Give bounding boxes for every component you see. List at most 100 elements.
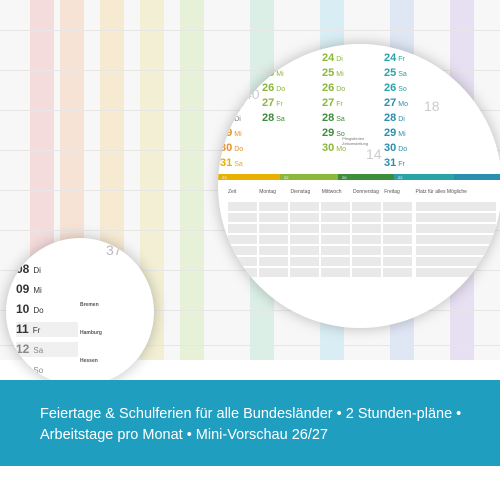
calendar-day: 29 So — [322, 127, 345, 142]
timetable-cell — [259, 202, 288, 211]
timetable-cell — [259, 213, 288, 222]
calendar-day: 27 Mo — [220, 97, 244, 112]
calendar-day: 25 Sa — [220, 67, 243, 82]
row-line — [0, 30, 500, 31]
day-number: 26 — [262, 82, 275, 94]
day-name: Mi — [276, 71, 284, 78]
calendar-day: 29 Mi — [220, 127, 242, 142]
calendar-day: 30 Mo — [322, 142, 346, 157]
day-name: Mi — [33, 286, 42, 295]
timetable-cell — [228, 224, 257, 233]
row-line — [0, 345, 500, 346]
timetable-cell — [321, 235, 350, 244]
day-name: Fr — [234, 56, 241, 63]
timetable-cell — [416, 246, 496, 255]
timetable-cell — [416, 268, 496, 277]
calendar-day: 28 Sa — [322, 112, 345, 127]
day-name: Sa — [33, 346, 44, 355]
day-number: 25 — [262, 67, 275, 79]
timetable-cell — [383, 257, 412, 266]
timetable-cell — [321, 268, 350, 277]
day-number: 09 — [16, 282, 30, 296]
feature-text: Feiertage & Schulferien für alle Bundesl… — [40, 406, 462, 443]
day-name: Do — [234, 146, 244, 153]
calendar-day: 26 Do — [322, 82, 345, 97]
day-number: 24 — [384, 52, 397, 64]
calendar-day: 08 Di — [16, 262, 78, 277]
day-name: Fr — [336, 101, 343, 108]
day-number: 26 — [384, 82, 397, 94]
timetable-col-notes: Platz für alles Mögliche — [415, 189, 467, 195]
timetable-cell — [352, 246, 381, 255]
calendar-day: 26 Do — [262, 82, 285, 97]
day-number: 24 — [322, 52, 335, 64]
timetable-cell — [352, 213, 381, 222]
timetable-cell — [416, 202, 496, 211]
timetable-cell — [228, 268, 257, 277]
calendar-day: 25 Sa — [384, 67, 407, 82]
timetable-cell — [416, 235, 496, 244]
calendar-day: 26 So — [220, 82, 243, 97]
day-number: 28 — [384, 112, 397, 124]
timetable-cell — [383, 235, 412, 244]
day-number: 30 — [322, 142, 335, 154]
timetable-cell — [228, 257, 257, 266]
timetable-cell — [383, 202, 412, 211]
day-number: 31 — [220, 157, 233, 169]
timetable-cell — [416, 224, 496, 233]
day-name: Di — [234, 116, 241, 123]
timetable-col-donnerstag: Donnerstag — [353, 189, 379, 195]
month-bar — [394, 174, 454, 180]
timetable-cell — [259, 235, 288, 244]
calendar-day: 31 Fr — [384, 157, 405, 172]
magnifier-small: 37 Bremen Hamburg Hessen 08 Di 09 Mi 10 Do 11 F… — [6, 238, 154, 386]
day-number: 08 — [16, 262, 30, 276]
feature-banner: Feiertage & Schulferien für alle Bundesl… — [0, 380, 500, 466]
timetable-cell — [352, 202, 381, 211]
day-number: 29 — [322, 127, 335, 139]
day-number: 30 — [220, 142, 233, 154]
timetable-cell — [416, 213, 496, 222]
timetable-cell — [352, 257, 381, 266]
magnifier-large: 40 14 18 Pfingstferien Zeitumstellung 23… — [218, 44, 500, 328]
calendar-day: 30 Do — [220, 142, 243, 157]
day-name: Fr — [32, 326, 41, 335]
timetable-cell — [290, 213, 319, 222]
day-number: 13 — [16, 362, 30, 376]
calendar-day: 27 Fr — [322, 97, 343, 112]
holiday-state: Bremen — [80, 302, 99, 308]
day-name: Sa — [276, 116, 285, 123]
month-bar — [218, 174, 280, 180]
day-number: 24 — [262, 52, 275, 64]
day-name: Do — [336, 86, 346, 93]
timetable-cell — [228, 213, 257, 222]
day-name: Sa — [398, 71, 407, 78]
vacation-note: Pfingstferien Zeitumstellung — [342, 136, 369, 146]
day-name: Mo — [398, 101, 408, 108]
workdays-label: 22 Arbeitstage — [398, 175, 419, 185]
timetable-cell — [321, 246, 350, 255]
day-name: Mo — [234, 101, 244, 108]
day-name: So — [398, 86, 407, 93]
timetable-cell — [321, 202, 350, 211]
timetable-header: Zeit Montag Dienstag Mittwoch Donnerstag… — [228, 189, 478, 199]
day-number: 27 — [220, 97, 233, 109]
timetable-cell — [321, 224, 350, 233]
day-name: Mo — [336, 146, 346, 153]
calendar-day: 24 Fr — [220, 52, 241, 67]
calendar-day: 13 So — [16, 362, 78, 377]
calendar-day: 11 Fr — [16, 322, 78, 337]
timetable-col-freitag: Freitag — [384, 189, 400, 195]
day-number: 24 — [220, 52, 233, 64]
workdays-label: 22 Arbeitstage — [284, 175, 305, 185]
month-bar — [454, 174, 500, 180]
timetable-cell — [290, 202, 319, 211]
day-number: 26 — [220, 82, 233, 94]
calendar-day: 28 Di — [384, 112, 405, 127]
day-number: 30 — [384, 142, 397, 154]
calendar-day: 26 So — [384, 82, 407, 97]
timetable-cell — [290, 235, 319, 244]
day-number: 25 — [220, 67, 233, 79]
day-number: 28 — [220, 112, 233, 124]
calendar-day: 25 Mi — [262, 67, 284, 82]
